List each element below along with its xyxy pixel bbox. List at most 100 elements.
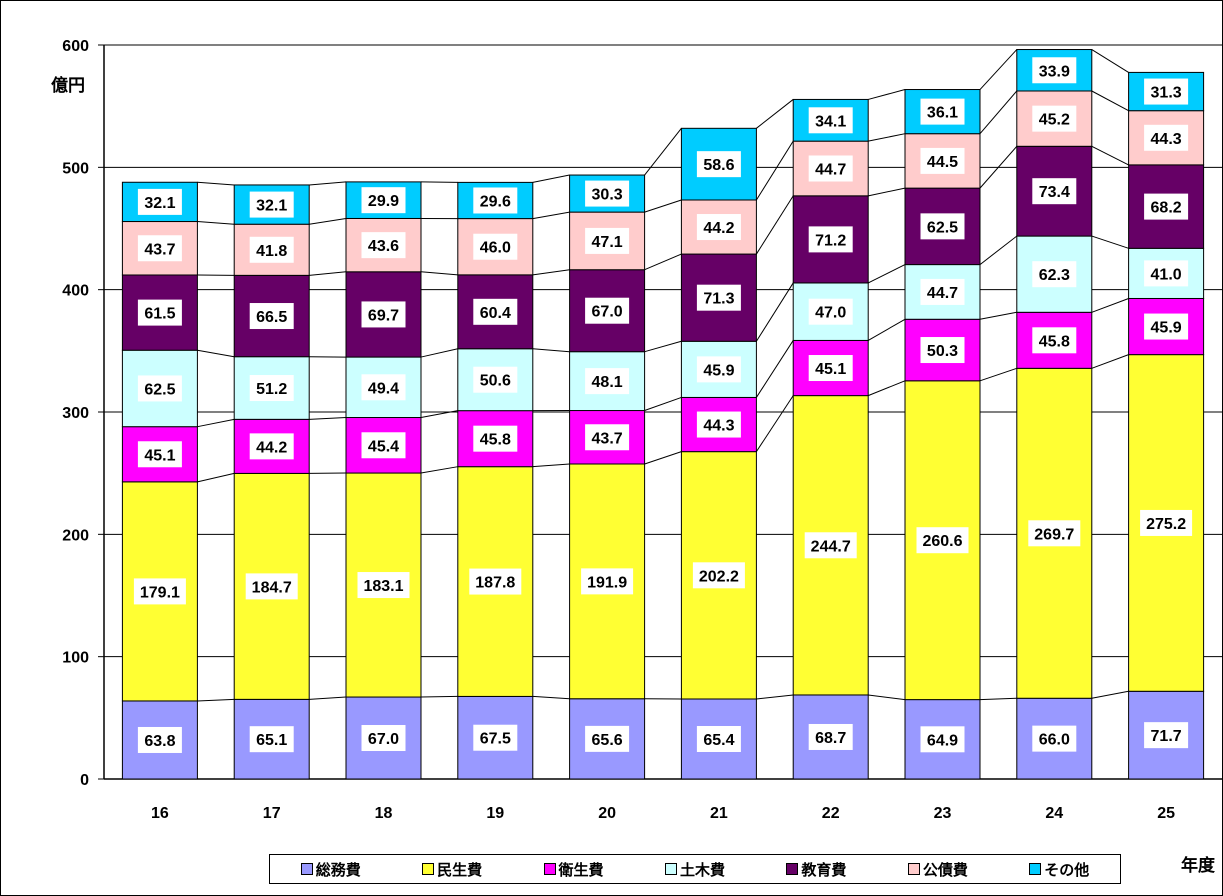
data-label-box: [249, 375, 294, 402]
data-label: 202.2: [699, 568, 739, 585]
data-label: 47.0: [815, 305, 846, 322]
series-connector: [309, 217, 347, 225]
data-label-box: [361, 374, 406, 401]
data-label: 47.1: [592, 234, 623, 251]
y-tick-label: 0: [80, 772, 89, 789]
x-tick-label: 19: [486, 805, 504, 822]
series-connector: [868, 187, 906, 197]
data-label: 43.7: [592, 430, 623, 447]
series-connector: [755, 282, 794, 342]
data-label: 68.2: [1151, 200, 1182, 217]
series-connector: [532, 211, 570, 220]
data-label-box: [361, 301, 406, 328]
x-tick-label: 25: [1157, 805, 1175, 822]
data-label-box: [1144, 78, 1189, 105]
series-connector: [420, 695, 458, 698]
y-tick-label: 300: [62, 405, 89, 422]
data-label-box: [137, 726, 182, 753]
data-label-box: [137, 188, 182, 215]
data-label: 32.1: [144, 195, 175, 212]
series-connector: [979, 145, 1018, 189]
series-connector: [197, 698, 235, 702]
data-label: 49.4: [368, 380, 399, 397]
legend-item: 衛生費: [543, 859, 604, 880]
legend-swatch: [907, 863, 920, 875]
data-label-box: [137, 375, 182, 402]
data-label-box: [1144, 260, 1189, 287]
data-label-box: [916, 527, 969, 554]
data-label: 41.0: [1151, 266, 1182, 283]
data-label-box: [920, 726, 965, 753]
series-connector: [197, 472, 235, 483]
series-connector: [197, 418, 235, 428]
data-label: 71.3: [703, 291, 734, 308]
data-label-box: [585, 725, 630, 752]
y-tick-label: 200: [62, 527, 89, 544]
data-label: 62.5: [927, 219, 958, 236]
data-label-box: [249, 433, 294, 460]
data-label: 67.0: [368, 731, 399, 748]
chart-legend: 総務費 民生費 衛生費 土木費 教育費 公債費 その他: [269, 854, 1121, 884]
data-label-box: [692, 562, 745, 589]
series-connector: [309, 181, 347, 186]
legend-label: 教育費: [801, 860, 847, 879]
data-label-box: [696, 411, 741, 438]
legend-item: 総務費: [300, 859, 361, 880]
data-label-box: [804, 532, 857, 559]
series-connector: [755, 395, 794, 452]
y-tick-label: 100: [62, 650, 89, 667]
data-label-box: [1028, 520, 1081, 547]
data-label-box: [249, 236, 294, 263]
data-label: 275.2: [1146, 516, 1186, 533]
data-label: 45.4: [368, 438, 399, 455]
series-connector: [309, 271, 347, 276]
series-connector: [644, 396, 682, 412]
data-label: 66.5: [256, 309, 287, 326]
data-label-box: [1140, 509, 1193, 536]
data-label-box: [920, 98, 965, 125]
data-label: 62.3: [1039, 267, 1070, 284]
series-connector: [644, 451, 682, 465]
series-connector: [979, 49, 1018, 90]
series-connector: [755, 340, 794, 398]
data-label: 63.8: [144, 733, 175, 750]
data-label-box: [249, 303, 294, 330]
series-connector: [532, 695, 570, 700]
legend-swatch: [1029, 863, 1042, 875]
data-label-box: [361, 432, 406, 459]
data-label-box: [1144, 313, 1189, 340]
data-label-box: [1032, 105, 1077, 132]
data-label-box: [696, 151, 741, 178]
data-label: 36.1: [927, 105, 958, 122]
data-label-box: [1032, 57, 1077, 84]
x-tick-label: 17: [263, 805, 281, 822]
data-label: 269.7: [1034, 526, 1074, 543]
legend-label: 衛生費: [558, 860, 604, 879]
bar-segment: [121, 181, 198, 223]
data-label: 61.5: [144, 306, 175, 323]
series-connector: [1091, 145, 1129, 166]
data-label-box: [137, 441, 182, 468]
series-connector: [309, 417, 347, 420]
series-connector: [979, 311, 1017, 320]
data-label-box: [920, 278, 965, 305]
data-label-box: [473, 298, 518, 325]
series-connector: [420, 466, 458, 474]
data-label: 44.2: [703, 220, 734, 237]
data-label-box: [585, 180, 630, 207]
data-label-box: [808, 155, 853, 182]
data-label: 45.2: [1039, 112, 1070, 129]
series-connector: [1091, 235, 1129, 249]
data-label-box: [245, 573, 298, 600]
series-connector: [979, 697, 1017, 701]
data-label-box: [696, 214, 741, 241]
data-label-box: [473, 187, 518, 214]
data-label-box: [808, 298, 853, 325]
data-label-box: [1032, 261, 1077, 288]
data-label-box: [1144, 193, 1189, 220]
series-connector: [420, 410, 458, 418]
data-label: 64.9: [927, 732, 958, 749]
data-label: 65.1: [256, 732, 287, 749]
data-label: 68.7: [815, 730, 846, 747]
